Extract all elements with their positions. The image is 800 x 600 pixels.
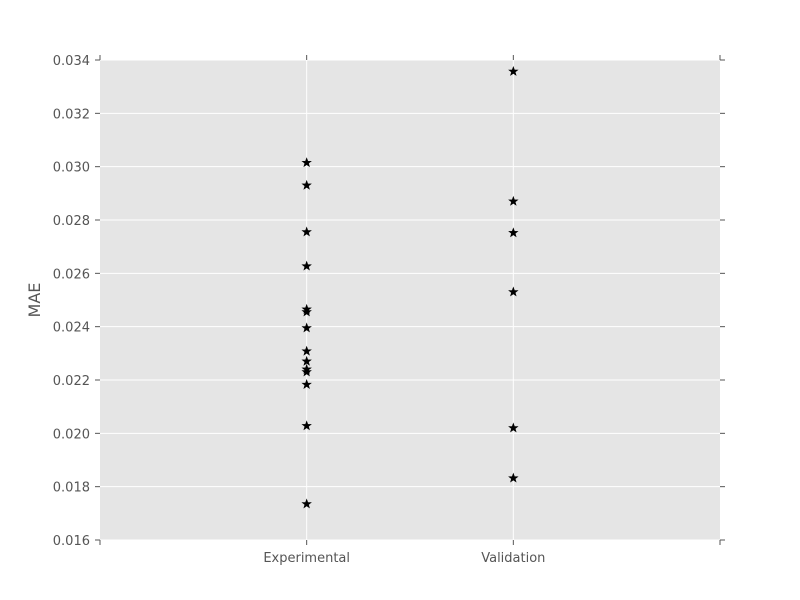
star-marker: [508, 422, 519, 433]
tick-labels: 0.016 0.018 0.020 0.022 0.024 0.026 0.028 0.030…: [53, 54, 546, 566]
star-marker: [301, 366, 312, 377]
x-tick-label: Validation: [481, 551, 545, 566]
star-marker: [301, 498, 312, 509]
star-marker: [301, 179, 312, 190]
y-tick-label: 0.034: [53, 54, 90, 69]
star-marker: [301, 379, 312, 389]
grid: [100, 59, 720, 541]
star-marker: [301, 420, 312, 431]
star-marker: [508, 472, 519, 483]
y-tick-label: 0.022: [53, 374, 90, 389]
star-marker: [301, 306, 312, 317]
star-marker: [301, 260, 312, 271]
star-marker: [508, 227, 519, 238]
star-marker: [301, 226, 312, 237]
axis-ticks: [95, 55, 725, 545]
y-tick-label: 0.016: [53, 534, 90, 549]
x-tick-label: Experimental: [263, 551, 350, 566]
star-marker: [301, 345, 312, 356]
star-marker: [301, 355, 312, 366]
data-points: [301, 65, 519, 509]
star-marker: [301, 322, 312, 333]
y-tick-label: 0.024: [53, 321, 90, 336]
y-tick-label: 0.026: [53, 267, 90, 282]
y-tick-label: 0.028: [53, 214, 90, 229]
star-marker: [301, 157, 312, 168]
y-tick-label: 0.018: [53, 481, 90, 496]
y-tick-label: 0.032: [53, 107, 90, 122]
star-marker: [508, 286, 519, 297]
y-axis-label: MAE: [25, 283, 44, 318]
y-tick-label: 0.020: [53, 427, 90, 442]
plot-background: [100, 60, 720, 540]
star-marker: [508, 195, 519, 206]
star-marker: [508, 65, 519, 76]
y-tick-label: 0.030: [53, 161, 90, 176]
